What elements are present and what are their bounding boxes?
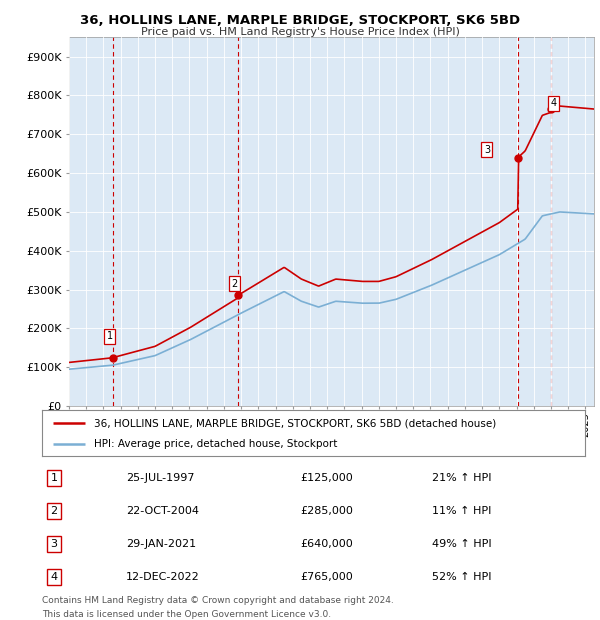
Text: 1: 1 (50, 473, 58, 484)
Text: 3: 3 (50, 539, 58, 549)
Text: 21% ↑ HPI: 21% ↑ HPI (432, 473, 491, 484)
Text: 29-JAN-2021: 29-JAN-2021 (126, 539, 196, 549)
Text: 36, HOLLINS LANE, MARPLE BRIDGE, STOCKPORT, SK6 5BD: 36, HOLLINS LANE, MARPLE BRIDGE, STOCKPO… (80, 14, 520, 27)
Text: Contains HM Land Registry data © Crown copyright and database right 2024.: Contains HM Land Registry data © Crown c… (42, 596, 394, 606)
Text: HPI: Average price, detached house, Stockport: HPI: Average price, detached house, Stoc… (94, 440, 337, 450)
Text: £285,000: £285,000 (300, 506, 353, 516)
Text: 11% ↑ HPI: 11% ↑ HPI (432, 506, 491, 516)
Text: 49% ↑ HPI: 49% ↑ HPI (432, 539, 491, 549)
Text: 2: 2 (231, 279, 238, 289)
Text: 3: 3 (484, 145, 490, 155)
Text: 4: 4 (550, 98, 557, 108)
Text: 22-OCT-2004: 22-OCT-2004 (126, 506, 199, 516)
Text: 1: 1 (107, 331, 113, 341)
Text: 12-DEC-2022: 12-DEC-2022 (126, 572, 200, 582)
Text: 2: 2 (50, 506, 58, 516)
Text: 25-JUL-1997: 25-JUL-1997 (126, 473, 194, 484)
Text: This data is licensed under the Open Government Licence v3.0.: This data is licensed under the Open Gov… (42, 610, 331, 619)
Text: Price paid vs. HM Land Registry's House Price Index (HPI): Price paid vs. HM Land Registry's House … (140, 27, 460, 37)
Text: 52% ↑ HPI: 52% ↑ HPI (432, 572, 491, 582)
Text: 4: 4 (50, 572, 58, 582)
Text: £125,000: £125,000 (300, 473, 353, 484)
Text: £640,000: £640,000 (300, 539, 353, 549)
Text: 36, HOLLINS LANE, MARPLE BRIDGE, STOCKPORT, SK6 5BD (detached house): 36, HOLLINS LANE, MARPLE BRIDGE, STOCKPO… (94, 418, 496, 428)
Text: £765,000: £765,000 (300, 572, 353, 582)
